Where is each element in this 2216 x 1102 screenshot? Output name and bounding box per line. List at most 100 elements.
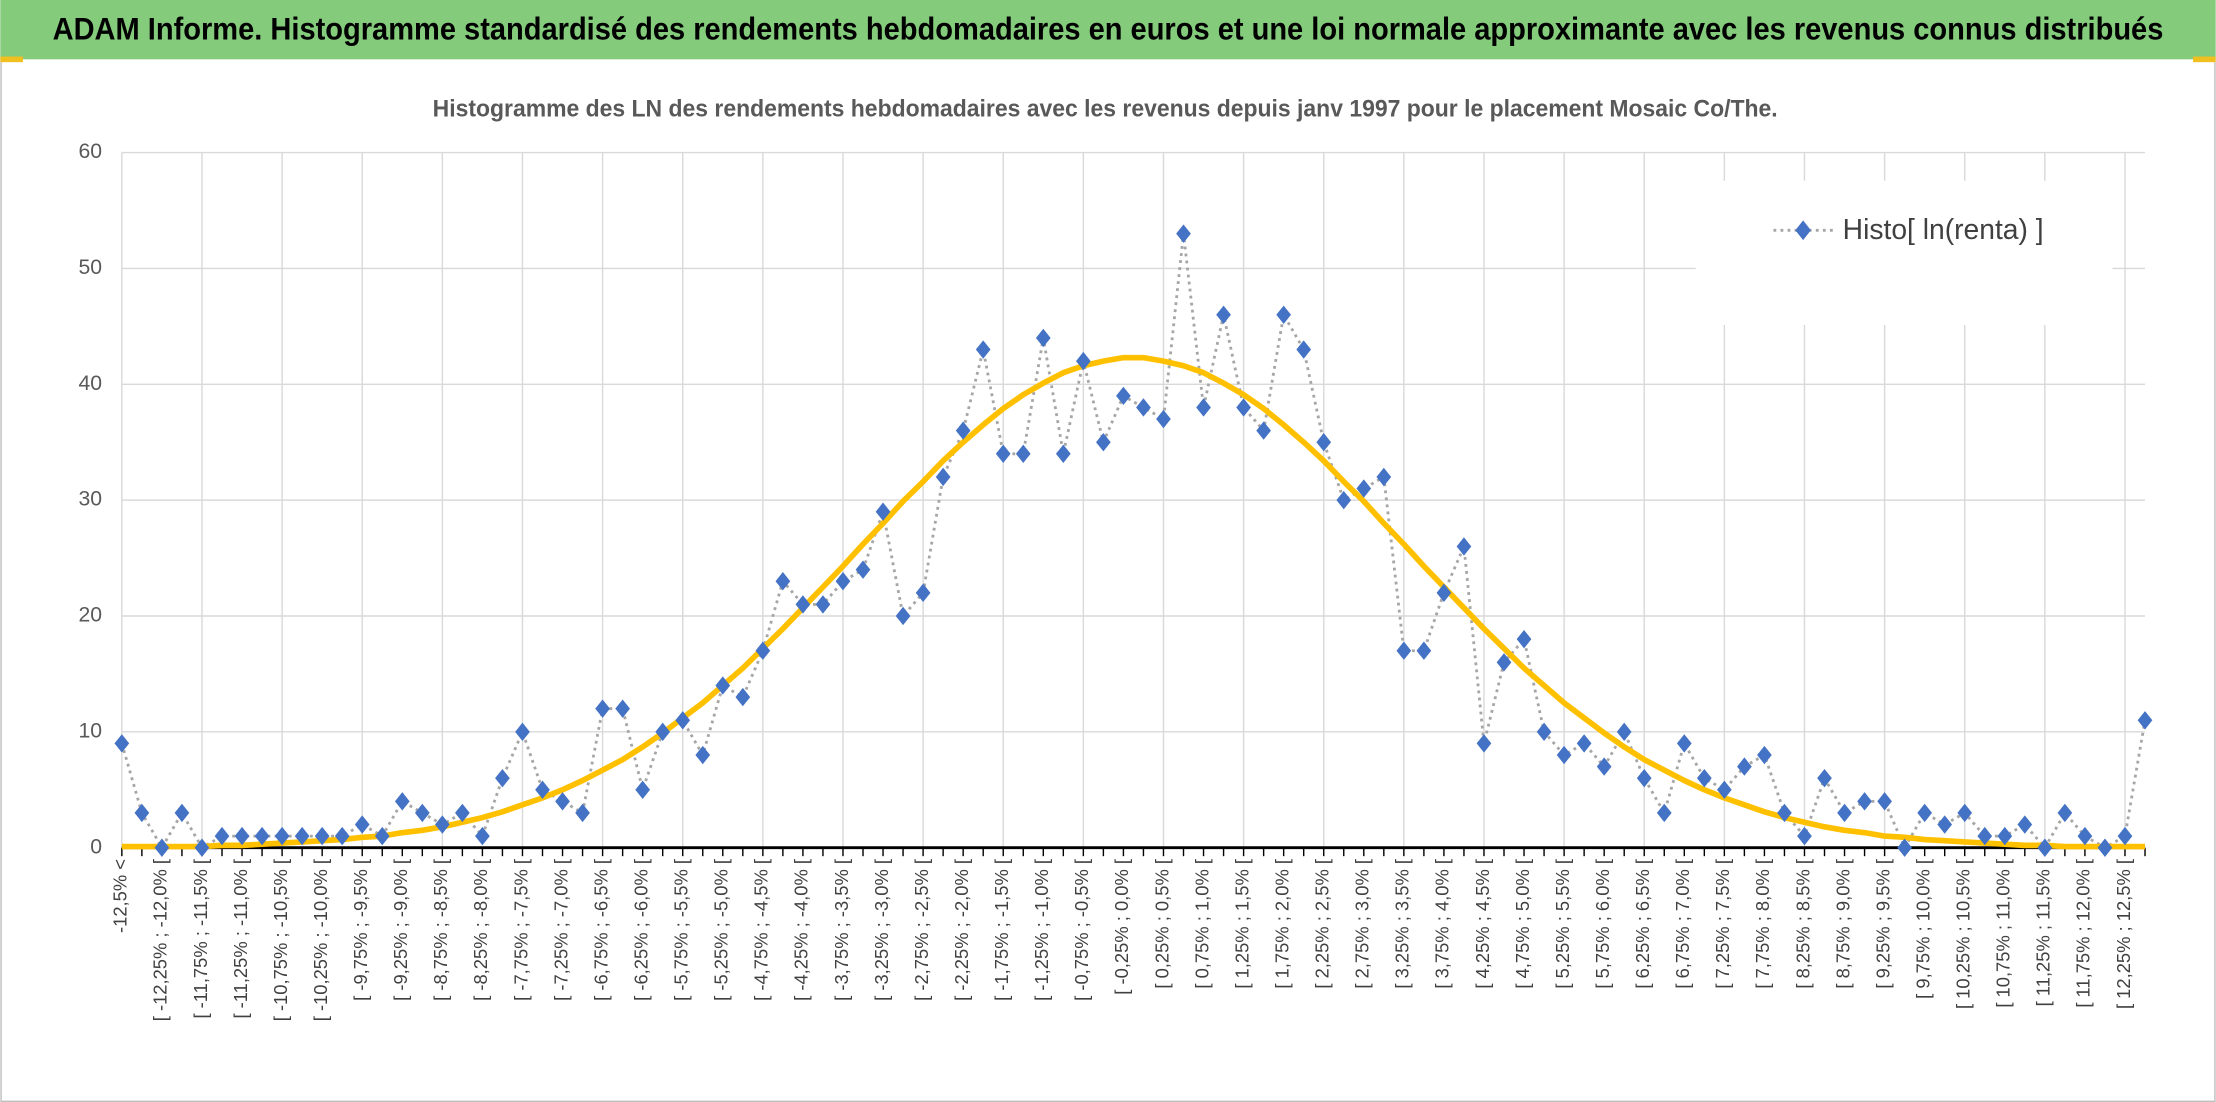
marker [194,838,210,857]
y-tick-label: 40 [78,372,102,395]
marker [1436,583,1452,603]
marker [815,595,831,614]
marker [875,502,891,521]
banner [0,0,2216,60]
marker [1096,433,1111,452]
marker [1777,803,1792,823]
marker [394,792,410,811]
x-tick-label: [ 0,75% ; 1,0% [ [1191,859,1212,989]
marker [795,595,811,614]
marker [1176,224,1191,243]
marker [1456,537,1472,556]
marker [1356,479,1372,498]
marker [334,826,350,846]
x-tick-label: -12,5% < [110,859,131,933]
marker [1496,653,1512,672]
marker [1636,768,1652,788]
normal-curve [121,354,2146,850]
marker [1336,490,1352,510]
x-tick-label: [ -3,25% ; -3,0% [ [871,859,892,1001]
x-tick-label: [ -11,25% ; -11,0% [ [230,859,251,1019]
x-tick-label: [ 5,25% ; 5,5% [ [1552,859,1573,989]
marker [1837,803,1852,823]
marker [1216,305,1231,324]
x-tick-label: [ -12,25% ; -12,0% [ [150,859,171,1021]
marker [1877,792,1892,811]
marker [294,826,310,846]
x-tick-label: [ -6,25% ; -6,0% [ [631,859,652,1001]
marker [1576,734,1592,753]
x-tick-label: [ 1,25% ; 1,5% [ [1231,859,1252,989]
x-tick-label: [ -3,75% ; -3,5% [ [831,859,852,1001]
marker [935,467,951,487]
marker [595,699,610,718]
marker [2137,711,2153,730]
x-tick-label: [ -1,75% ; -1,5% [ [991,859,1012,1001]
marker [2097,838,2113,857]
y-tick-label: 20 [78,604,102,627]
x-tick-label: [ -5,25% ; -5,0% [ [711,859,732,1001]
x-tick-label: [ 4,75% ; 5,0% [ [1512,859,1533,989]
marker [1917,803,1933,823]
x-tick-label: [ -4,25% ; -4,0% [ [791,859,812,1001]
marker [1857,792,1872,811]
marker [495,768,510,788]
corner [0,56,23,63]
x-tick-label: [ -7,25% ; -7,0% [ [550,859,571,1001]
marker [1757,745,1772,765]
x-tick-label: [ 0,25% ; 0,5% [ [1151,859,1172,989]
marker [1556,745,1572,765]
marker [715,676,731,695]
marker [695,745,711,765]
y-tick-label: 10 [78,719,102,742]
marker [1316,433,1332,452]
x-tick-label: [ -9,75% ; -9,5% [ [350,859,371,1001]
x-tick-label: [ 10,75% ; 11,0% [ [1993,859,2014,1008]
marker [1937,815,1953,834]
x-tick-label: [ 7,75% ; 8,0% [ [1752,859,1773,989]
chart-title: Histogramme des LN des rendements hebdom… [433,96,1778,123]
marker [1156,409,1171,429]
marker [1717,780,1732,799]
marker [2077,826,2093,846]
marker [1376,467,1392,487]
marker [114,734,130,753]
y-tick-label: 30 [78,488,102,511]
x-tick-label: [ -0,75% ; -0,5% [ [1071,859,1092,1001]
marker [2117,826,2133,846]
marker [635,780,651,799]
x-tick-label: [ -1,25% ; -1,0% [ [1031,859,1052,1001]
marker [995,444,1011,463]
marker [354,815,370,834]
marker [1196,398,1211,417]
legend-box [1695,180,2113,325]
marker [975,340,991,359]
marker [1236,398,1251,417]
x-tick-label: [ -8,25% ; -8,0% [ [470,859,491,1001]
marker [555,792,570,811]
marker [1116,386,1131,406]
marker [1476,734,1492,753]
x-tick-label: [ -10,75% ; -10,5% [ [270,859,291,1021]
marker [1035,328,1051,348]
marker [214,826,230,846]
marker [254,826,270,846]
marker [1396,641,1412,660]
marker [1696,768,1712,788]
y-tick-label: 0 [90,835,102,858]
x-tick-label: [ -2,75% ; -2,5% [ [911,859,932,1001]
marker [1737,757,1752,776]
x-tick-label: [ 9,75% ; 10,0% [ [1913,859,1934,999]
marker [455,803,470,823]
x-tick-label: [ 6,25% ; 6,5% [ [1632,859,1653,989]
x-tick-label: [ -0,25% ; 0,0% [ [1111,859,1132,995]
marker [1296,340,1312,359]
marker [1536,722,1552,742]
marker [1676,734,1692,753]
marker [1977,826,1993,846]
marker [2017,815,2033,834]
x-tick-label: [ -10,25% ; -10,0% [ [310,859,331,1021]
marker [515,722,530,742]
marker [735,687,751,707]
